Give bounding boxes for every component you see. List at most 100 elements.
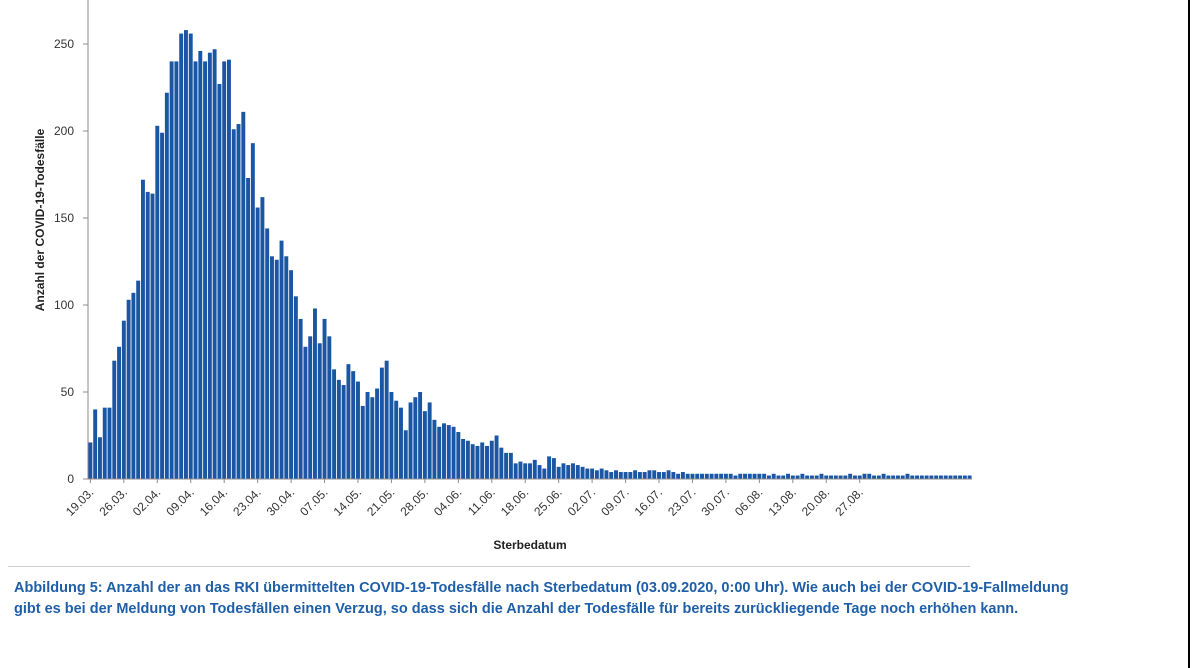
bar xyxy=(614,470,618,479)
bar xyxy=(97,437,102,479)
bar xyxy=(532,459,537,479)
x-tick-label: 02.04. xyxy=(130,485,163,518)
bar xyxy=(805,475,810,479)
bar xyxy=(461,438,466,479)
bar xyxy=(356,381,360,479)
bar xyxy=(270,256,274,479)
x-tick-label: 27.08. xyxy=(832,485,865,518)
bar xyxy=(418,392,423,479)
bar xyxy=(929,475,934,479)
bar xyxy=(265,228,270,479)
bar xyxy=(843,475,848,479)
bar xyxy=(652,470,657,479)
x-tick-label: 23.07. xyxy=(665,485,698,518)
x-tick-label: 18.06. xyxy=(498,485,531,518)
bar xyxy=(838,475,843,479)
bar xyxy=(102,407,107,479)
bar xyxy=(184,30,188,480)
bar xyxy=(915,475,920,479)
bar xyxy=(485,445,489,479)
bar xyxy=(680,472,685,479)
bar xyxy=(117,346,122,479)
bar xyxy=(303,346,308,479)
bar xyxy=(241,111,246,480)
bar xyxy=(594,470,599,479)
bar xyxy=(924,475,929,479)
bar xyxy=(169,61,174,480)
bar xyxy=(131,292,136,479)
x-axis-title: Sterbedatum xyxy=(493,538,566,552)
bar xyxy=(700,473,704,479)
bar xyxy=(728,473,733,479)
bar xyxy=(671,472,676,479)
bar xyxy=(786,473,790,479)
bar xyxy=(227,59,231,479)
bar xyxy=(795,475,800,479)
bar xyxy=(886,475,891,479)
x-tick-label: 13.08. xyxy=(765,485,798,518)
bar xyxy=(112,360,117,479)
bar xyxy=(508,452,513,479)
bar xyxy=(776,475,781,479)
bar xyxy=(852,475,857,479)
bar xyxy=(375,388,380,479)
bar xyxy=(136,280,141,479)
bar xyxy=(317,343,322,479)
bar xyxy=(905,473,910,479)
x-tick-label: 04.06. xyxy=(431,485,464,518)
bar xyxy=(642,472,647,479)
bar xyxy=(637,472,642,479)
bar xyxy=(432,419,437,479)
bar xyxy=(332,369,337,479)
x-axis: 19.03. 26.03. 02.04. 09.04. 16.04. 23.04. 30.0… xyxy=(63,478,972,519)
bar xyxy=(246,177,251,480)
bar xyxy=(193,61,198,480)
bar xyxy=(819,473,824,479)
bar xyxy=(967,475,972,479)
bar xyxy=(489,440,494,479)
bar xyxy=(690,473,695,479)
y-tick-label: 250 xyxy=(54,37,74,51)
x-tick-label: 11.06. xyxy=(465,485,498,518)
bar xyxy=(384,360,389,479)
bar xyxy=(222,61,227,480)
bar xyxy=(752,473,757,479)
bar xyxy=(958,475,963,479)
bar xyxy=(155,125,160,479)
bar xyxy=(695,473,700,479)
bar xyxy=(93,409,98,479)
bar xyxy=(203,61,208,480)
bar xyxy=(475,445,480,479)
bar xyxy=(857,475,862,479)
bar xyxy=(876,475,881,479)
bar xyxy=(336,379,341,479)
bar xyxy=(628,472,633,479)
bar xyxy=(537,465,542,479)
bar xyxy=(747,473,752,479)
bar xyxy=(962,475,967,479)
bar xyxy=(413,397,418,479)
bar xyxy=(399,407,403,479)
bar xyxy=(212,49,217,479)
bar xyxy=(341,385,346,479)
bar xyxy=(872,475,876,479)
bar xyxy=(551,458,556,479)
bar xyxy=(126,299,131,479)
bar xyxy=(88,442,93,479)
bars xyxy=(88,30,972,480)
bar xyxy=(513,463,518,479)
bar xyxy=(542,468,547,479)
bar xyxy=(480,442,485,479)
bar xyxy=(231,129,236,479)
bar xyxy=(427,402,432,479)
bar xyxy=(446,425,451,479)
bar xyxy=(284,256,289,479)
bar xyxy=(379,367,384,479)
bar xyxy=(451,426,456,479)
bar xyxy=(456,432,461,479)
bar xyxy=(289,270,294,479)
bar xyxy=(934,475,939,479)
bar xyxy=(833,475,838,479)
bar xyxy=(198,50,203,480)
